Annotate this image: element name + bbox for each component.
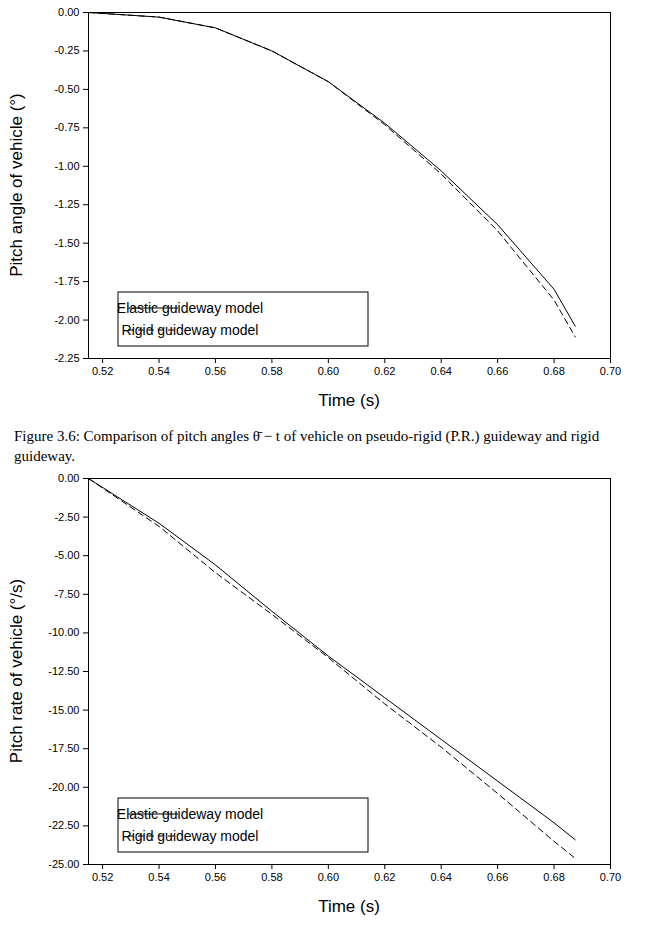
svg-text:-17.50: -17.50 xyxy=(48,742,79,754)
svg-text:-5.00: -5.00 xyxy=(54,549,79,561)
svg-text:-12.50: -12.50 xyxy=(48,665,79,677)
svg-text:-7.50: -7.50 xyxy=(54,588,79,600)
svg-text:-1.25: -1.25 xyxy=(54,198,79,210)
svg-text:Elastic guideway model: Elastic guideway model xyxy=(117,806,263,822)
svg-text:-2.25: -2.25 xyxy=(54,352,79,364)
svg-text:Rigid guideway model: Rigid guideway model xyxy=(122,322,259,338)
svg-text:0.56: 0.56 xyxy=(205,871,226,883)
svg-text:-2.50: -2.50 xyxy=(54,511,79,523)
svg-text:Elastic guideway model: Elastic guideway model xyxy=(117,300,263,316)
svg-text:Rigid guideway model: Rigid guideway model xyxy=(122,828,259,844)
svg-text:-0.50: -0.50 xyxy=(54,83,79,95)
svg-text:0.52: 0.52 xyxy=(92,365,113,377)
svg-text:-1.00: -1.00 xyxy=(54,160,79,172)
svg-text:-10.00: -10.00 xyxy=(48,626,79,638)
svg-text:0.62: 0.62 xyxy=(374,365,395,377)
svg-text:Pitch rate of vehicle (°/s): Pitch rate of vehicle (°/s) xyxy=(7,579,26,763)
svg-text:Pitch angle of vehicle (°): Pitch angle of vehicle (°) xyxy=(7,93,26,277)
svg-text:0.58: 0.58 xyxy=(261,871,282,883)
svg-text:0.64: 0.64 xyxy=(430,871,451,883)
svg-text:-25.00: -25.00 xyxy=(48,858,79,870)
svg-text:-1.50: -1.50 xyxy=(54,237,79,249)
html-text:Figure 3.6: Comparison of pitc: Figure 3.6: Comparison of pitch angles θ… xyxy=(14,428,600,464)
svg-text:Time (s): Time (s) xyxy=(318,897,380,916)
svg-text:0.54: 0.54 xyxy=(148,871,169,883)
svg-text:0.64: 0.64 xyxy=(430,365,451,377)
svg-text:Time (s): Time (s) xyxy=(318,391,380,410)
svg-text:0.60: 0.60 xyxy=(318,871,339,883)
svg-text:-20.00: -20.00 xyxy=(48,781,79,793)
svg-text:0.68: 0.68 xyxy=(543,365,564,377)
svg-text:-1.75: -1.75 xyxy=(54,275,79,287)
svg-text:0.54: 0.54 xyxy=(148,365,169,377)
svg-text:0.62: 0.62 xyxy=(374,871,395,883)
svg-text:0.70: 0.70 xyxy=(600,365,621,377)
svg-text:0.66: 0.66 xyxy=(487,871,508,883)
svg-text:0.68: 0.68 xyxy=(543,871,564,883)
svg-text:-0.75: -0.75 xyxy=(54,121,79,133)
svg-text:0.70: 0.70 xyxy=(600,871,621,883)
svg-text:0.52: 0.52 xyxy=(92,871,113,883)
svg-text:0.00: 0.00 xyxy=(58,6,79,18)
svg-text:-15.00: -15.00 xyxy=(48,704,79,716)
svg-text:-2.00: -2.00 xyxy=(54,314,79,326)
svg-text:0.58: 0.58 xyxy=(261,365,282,377)
svg-text:0.00: 0.00 xyxy=(58,472,79,484)
svg-text:-22.50: -22.50 xyxy=(48,819,79,831)
svg-text:0.56: 0.56 xyxy=(205,365,226,377)
svg-text:0.60: 0.60 xyxy=(318,365,339,377)
svg-text:-0.25: -0.25 xyxy=(54,44,79,56)
svg-text:0.66: 0.66 xyxy=(487,365,508,377)
